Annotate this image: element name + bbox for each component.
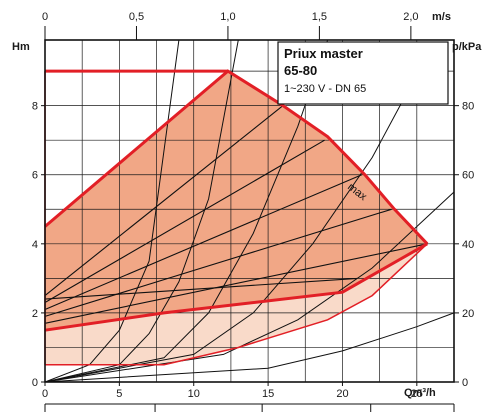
x-tick-label: 10 [188,388,200,400]
x-top-axis-label: m/s [432,11,451,23]
speed-curve-5 [44,243,428,324]
y-tick-label: 8 [32,101,38,113]
top-tick-label: 1,5 [312,11,327,23]
system-curve-2 [44,39,239,383]
min-curve [44,242,428,332]
right-tick-label: 60 [462,170,474,182]
low-envelope-curve [45,243,428,366]
system-curve-3 [44,39,329,383]
right-tick-label: 0 [462,377,468,389]
chart-subtitle: 1~230 V - DN 65 [284,83,366,95]
chart-title: Priux master [284,46,363,61]
max-speed-range-fill [45,71,428,331]
top-tick-label: 0,5 [129,11,144,23]
y-tick-label: 2 [32,308,38,320]
system-curve-6 [44,312,455,383]
x-tick-label: 5 [116,388,122,400]
speed-curve-4 [44,208,392,317]
x-tick-label: 15 [262,388,274,400]
system-curve-5 [44,191,455,383]
x-axis-label: Qm³/h [404,387,436,399]
title-box [277,41,449,105]
system-curve-1 [44,39,180,383]
x-tick-label: 25 [411,388,423,400]
speed-curve-6 [44,277,358,300]
y-right-axis-label: p/kPa [452,41,482,53]
right-tick-label: 40 [462,239,474,251]
y-tick-label: 4 [32,239,38,251]
x-tick-label: 20 [336,388,348,400]
top-tick-label: 1,0 [220,11,235,23]
system-curve-4 [44,74,418,383]
speed-curve-3 [44,174,363,311]
top-tick-label: 0 [42,11,48,23]
curve-layer [44,39,455,383]
chart-model: 65-80 [284,63,317,78]
right-tick-label: 20 [462,308,474,320]
y-tick-label: 6 [32,170,38,182]
speed-curve-1 [44,105,284,297]
envelope-fills [45,71,428,365]
x-tick-label: 0 [42,388,48,400]
y-axis-label: Hm [12,41,30,53]
y-tick-label: 0 [32,377,38,389]
top-tick-label: 2,0 [403,11,418,23]
speed-curve-2 [44,139,325,303]
right-tick-label: 80 [462,101,474,113]
plot-frame [44,39,455,383]
